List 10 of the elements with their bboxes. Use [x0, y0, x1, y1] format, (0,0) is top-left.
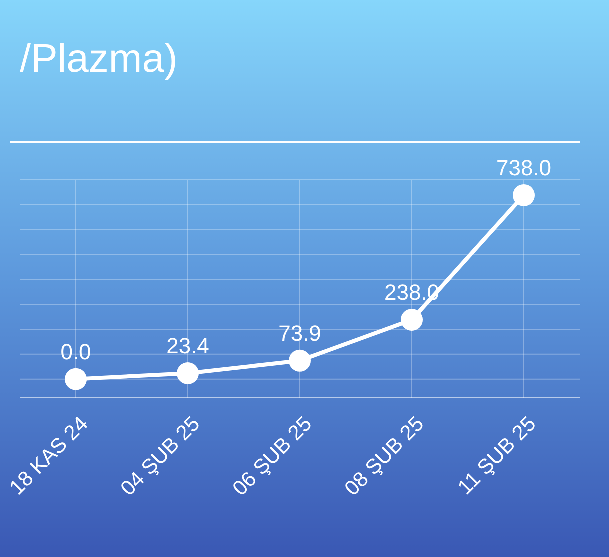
data-label: 73.9: [278, 320, 322, 346]
point: [289, 350, 311, 372]
data-label: 23.4: [166, 333, 210, 358]
data-label: 0.0: [60, 339, 92, 364]
point: [401, 309, 423, 332]
point: [513, 184, 535, 206]
data-label: 738.0: [496, 155, 552, 180]
point: [177, 362, 199, 384]
point: [65, 368, 87, 390]
chart-title: /Plazma): [20, 37, 178, 81]
